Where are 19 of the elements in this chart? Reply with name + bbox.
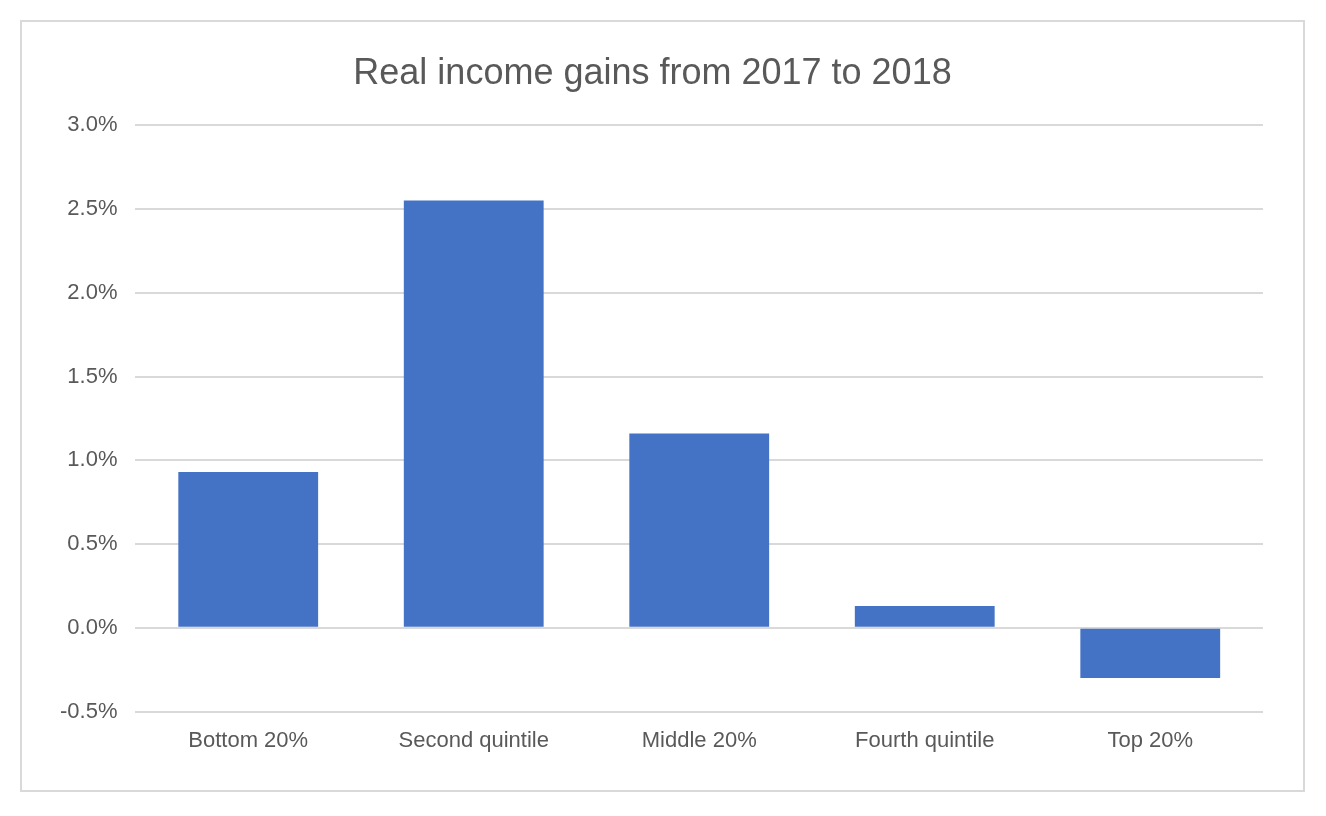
y-tick-label: 3.0%: [67, 111, 118, 137]
y-tick-label: 2.5%: [67, 195, 118, 221]
x-tick-label: Middle 20%: [641, 726, 757, 752]
bar: [403, 200, 544, 627]
y-tick-label: 0.5%: [67, 530, 118, 556]
chart-title: Real income gains from 2017 to 2018: [353, 50, 952, 92]
x-tick-label: Fourth quintile: [855, 726, 995, 752]
bar: [178, 472, 319, 627]
y-tick-label: 2.0%: [67, 278, 118, 304]
y-tick-label: -0.5%: [59, 697, 118, 723]
y-tick-label: 1.5%: [67, 362, 118, 388]
x-tick-label: Second quintile: [398, 726, 549, 752]
x-tick-label: Bottom 20%: [188, 726, 309, 752]
x-tick-label: Top 20%: [1107, 726, 1194, 752]
bar: [1080, 628, 1221, 679]
y-tick-label: 1.0%: [67, 446, 118, 472]
bar: [629, 433, 770, 627]
y-tick-label: 0.0%: [67, 613, 118, 639]
bar: [854, 606, 995, 627]
